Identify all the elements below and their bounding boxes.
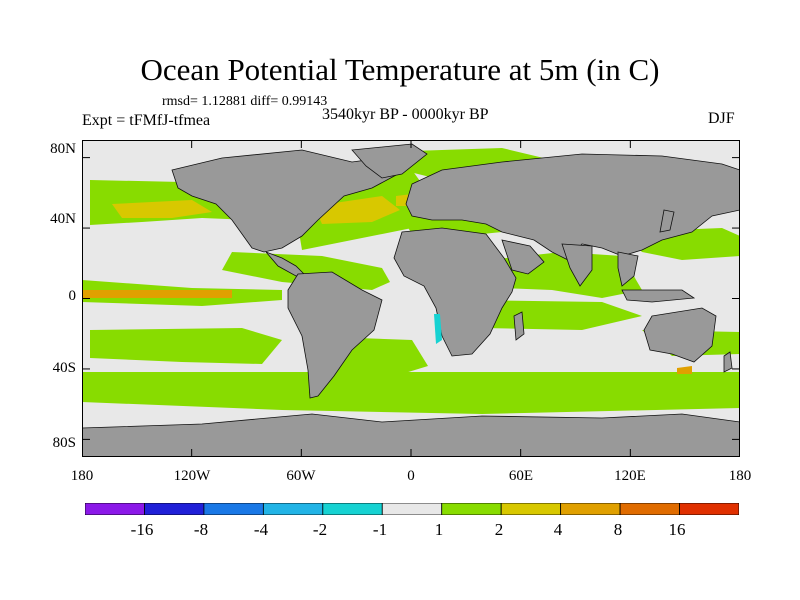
colorbar-segment bbox=[85, 503, 145, 515]
ytick-label: 0 bbox=[68, 288, 77, 304]
equatorial-pacific-orange bbox=[82, 290, 232, 298]
north-pacific-yellow bbox=[112, 200, 212, 218]
indian-south-band bbox=[462, 300, 642, 330]
colorbar-label: -16 bbox=[130, 520, 154, 539]
ytick-label: 40N bbox=[50, 211, 76, 227]
colorbar-segment bbox=[381, 503, 443, 515]
colorbar-label: 16 bbox=[668, 520, 686, 539]
axis-ticks bbox=[82, 140, 740, 457]
eurasia-land bbox=[405, 153, 740, 261]
colorbar-label: 1 bbox=[434, 520, 444, 539]
colorbar-label: -1 bbox=[372, 520, 388, 539]
japan-land bbox=[659, 209, 675, 233]
period-label: 3540kyr BP - 0000kyr BP bbox=[322, 106, 489, 123]
madagascar-land bbox=[513, 311, 525, 341]
xtick-label: 60W bbox=[286, 468, 316, 484]
colorbar bbox=[85, 503, 739, 515]
colorbar-segment bbox=[322, 503, 383, 515]
stats-label: rmsd= 1.12881 diff= 0.99143 bbox=[162, 94, 328, 109]
southeast-asia-land bbox=[617, 251, 639, 287]
xtick-label: 60E bbox=[508, 468, 534, 484]
season-label: DJF bbox=[708, 110, 735, 127]
tropical-atlantic-band bbox=[222, 252, 390, 290]
tasman-orange bbox=[677, 366, 692, 374]
southern-ocean-band bbox=[82, 372, 740, 414]
australia-land bbox=[643, 307, 717, 363]
land-masses bbox=[82, 143, 740, 457]
xtick-label: 180 bbox=[70, 468, 94, 484]
plot-title: Ocean Potential Temperature at 5m (in C) bbox=[140, 52, 660, 87]
xtick-label: 0 bbox=[407, 468, 415, 484]
colorbar-label: 8 bbox=[613, 520, 623, 539]
colorbar-segment bbox=[619, 503, 680, 515]
colorbar-label: 4 bbox=[553, 520, 563, 539]
india-land bbox=[561, 243, 593, 287]
new-zealand-land bbox=[723, 351, 733, 373]
ytick-label: 80S bbox=[52, 435, 76, 451]
xtick-label: 120W bbox=[173, 468, 211, 484]
colorbar-label: -4 bbox=[253, 520, 269, 539]
arabia-land bbox=[501, 239, 545, 275]
colorbar-segment bbox=[144, 503, 205, 515]
colorbar-segment bbox=[679, 503, 739, 515]
south-pacific-band bbox=[90, 328, 282, 364]
ytick-label: 40S bbox=[52, 360, 76, 376]
antarctica-land bbox=[82, 413, 740, 457]
benguela-cooling bbox=[434, 314, 442, 344]
xtick-label: 120E bbox=[614, 468, 646, 484]
colorbar-label: -2 bbox=[312, 520, 328, 539]
colorbar-segment bbox=[560, 503, 621, 515]
indonesia-land bbox=[621, 289, 696, 303]
colorbar-segment bbox=[203, 503, 264, 515]
xtick-label: 180 bbox=[728, 468, 752, 484]
colorbar-label: -8 bbox=[193, 520, 209, 539]
colorbar-segment bbox=[262, 503, 324, 515]
ocean-temperature-map bbox=[82, 140, 740, 457]
south-america-land bbox=[287, 271, 383, 399]
experiment-label: Expt = tFMfJ-tfmea bbox=[82, 112, 211, 129]
colorbar-segment bbox=[441, 503, 502, 515]
colorbar-label: 2 bbox=[494, 520, 504, 539]
north-america-land bbox=[171, 149, 399, 253]
colorbar-segment bbox=[500, 503, 562, 515]
ytick-label: 80N bbox=[50, 141, 76, 157]
africa-land bbox=[393, 227, 517, 357]
greenland-land bbox=[351, 143, 428, 179]
